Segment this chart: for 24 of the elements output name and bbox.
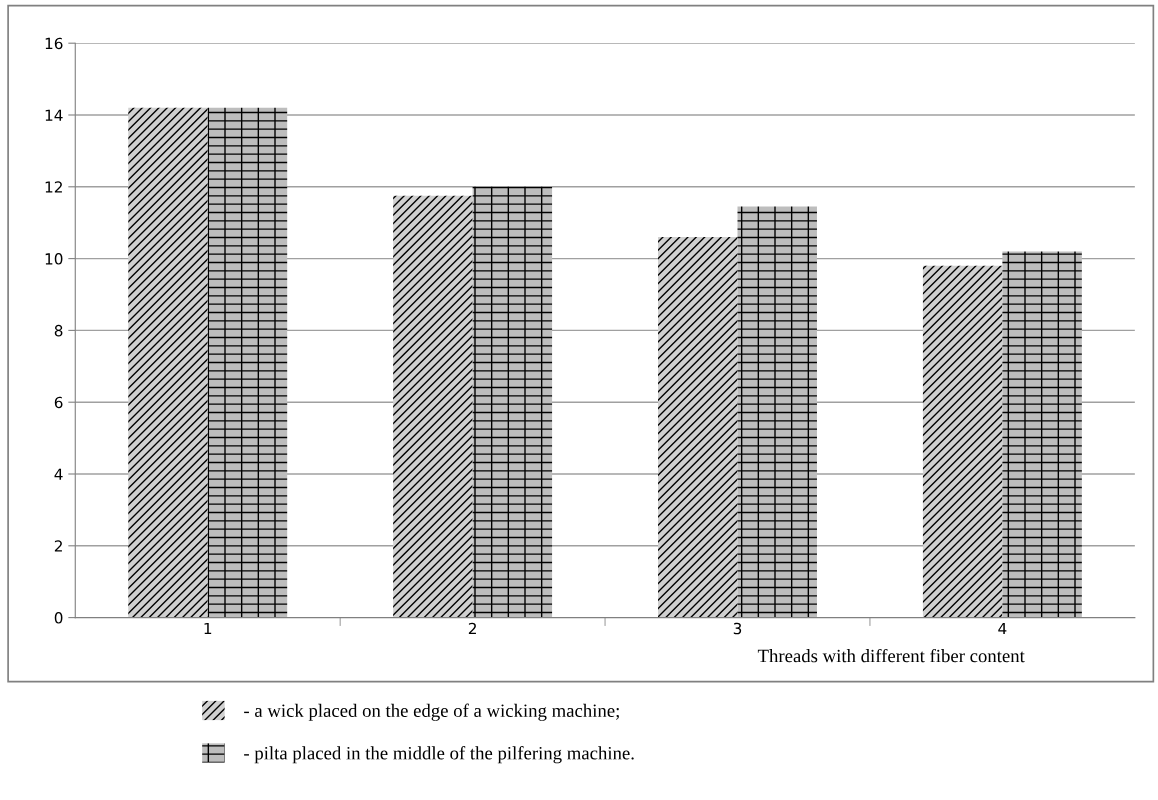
x-tick-label: 2 — [468, 622, 476, 635]
bar — [922, 265, 1003, 618]
bar — [393, 195, 473, 618]
bar — [128, 107, 208, 618]
y-tick-label: 0 — [54, 612, 63, 624]
x-tick-label: 3 — [733, 622, 742, 635]
x-tick-label: 4 — [998, 622, 1007, 635]
y-tick-label: 2 — [54, 540, 62, 552]
bar — [737, 206, 817, 618]
bar — [472, 186, 553, 618]
bar — [207, 107, 288, 618]
x-axis-title: Threads with different fiber content — [757, 648, 1025, 663]
bar — [658, 237, 738, 618]
y-tick-label: 4 — [54, 468, 63, 480]
y-tick-label: 6 — [54, 396, 63, 409]
y-tick-label: 16 — [45, 37, 63, 50]
bar — [1002, 251, 1082, 618]
legend-label: - pilta placed in the middle of the pilfering machine. — [244, 746, 634, 764]
y-tick-label: 12 — [45, 181, 62, 193]
legend-label: - a wick placed on the edge of a wicking machine; — [244, 703, 619, 721]
y-tick-label: 8 — [54, 324, 63, 337]
y-tick-label: 14 — [45, 109, 63, 121]
x-tick-label: 1 — [204, 622, 212, 635]
y-tick-label: 10 — [45, 253, 63, 265]
